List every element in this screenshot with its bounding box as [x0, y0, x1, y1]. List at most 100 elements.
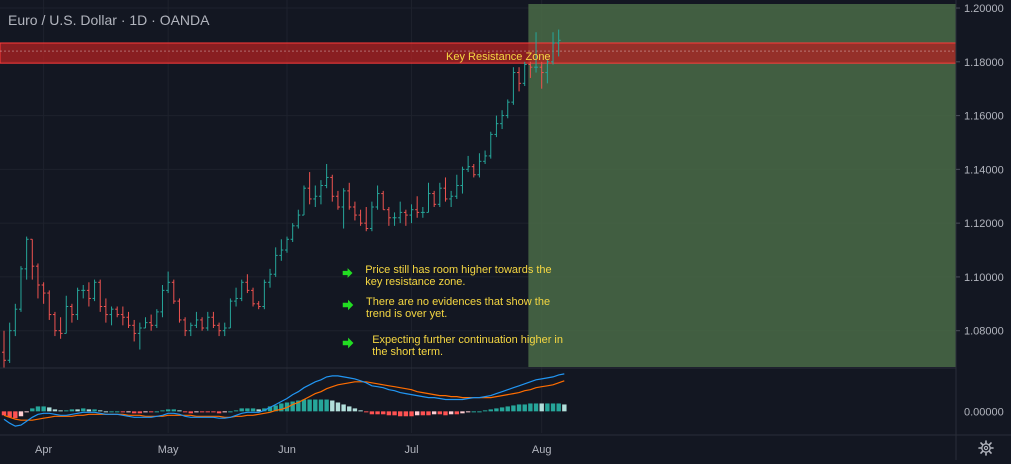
macd-histogram-bar [137, 411, 143, 414]
ohlc-bar [341, 188, 346, 229]
ohlc-bar [369, 201, 374, 232]
ohlc-bar [483, 150, 488, 164]
ohlc-bar [256, 301, 261, 310]
gear-icon[interactable] [978, 440, 994, 456]
ohlc-bar [290, 223, 295, 242]
macd-histogram-bar [1, 411, 7, 416]
macd-histogram-bar [505, 406, 510, 412]
ohlc-bar [183, 317, 188, 337]
ohlc-bar [120, 306, 125, 326]
macd-histogram-bar [58, 410, 63, 412]
y-tick-label: 1.18000 [964, 57, 1004, 69]
ohlc-bar [205, 311, 210, 331]
macd-histogram-bar [126, 411, 131, 413]
macd-histogram-bar [482, 410, 488, 412]
note-2: There are no evidences that show the tre… [342, 296, 568, 320]
ohlc-bar [296, 209, 301, 229]
macd-histogram-bar [494, 408, 499, 412]
macd-histogram-bar [364, 411, 369, 413]
ohlc-bar [126, 311, 131, 329]
ohlc-bar [285, 236, 289, 253]
ohlc-bar [539, 61, 544, 89]
ohlc-bar [18, 266, 23, 312]
macd-histogram-bar [86, 409, 92, 412]
macd-histogram-bar [562, 404, 567, 412]
ohlc-bar [511, 67, 516, 105]
ohlc-bar [188, 322, 193, 337]
ohlc-bar [330, 174, 335, 202]
y-tick-label: 1.08000 [964, 326, 1004, 338]
ohlc-bar [228, 298, 233, 329]
macd-histogram-bar [233, 410, 239, 412]
macd-histogram-bar [143, 411, 148, 413]
macd-histogram-bar [528, 403, 533, 412]
ohlc-bar [52, 311, 57, 337]
ohlc-bar [443, 177, 448, 202]
note-3: Expecting further continuation higher in… [342, 334, 574, 358]
ohlc-bar [92, 279, 97, 302]
ohlc-bar [551, 32, 556, 65]
macd-histogram-bar [165, 409, 171, 412]
macd-histogram-bar [477, 411, 482, 413]
note-1: Price still has room higher towards the … [342, 264, 568, 288]
ohlc-bar [30, 238, 35, 280]
macd-histogram-bar [81, 408, 86, 412]
macd-histogram-bar [171, 409, 176, 412]
ohlc-bar [222, 322, 227, 337]
macd-histogram-bar [392, 411, 397, 416]
ohlc-bar [437, 182, 442, 208]
macd-histogram-bar [426, 411, 431, 416]
macd-histogram-bar [75, 409, 80, 412]
macd-histogram-bar [47, 407, 52, 412]
ohlc-bar [194, 311, 199, 329]
y-tick-label: 1.10000 [964, 272, 1004, 284]
green-arrow-right-icon [342, 268, 353, 278]
projection-box [528, 4, 956, 367]
ohlc-bar [415, 196, 420, 218]
ohlc-bar [358, 209, 363, 226]
macd-pane [0, 367, 956, 427]
note-text: Expecting further continuation higher in… [372, 334, 563, 358]
macd-histogram-bar [35, 406, 41, 412]
macd-histogram-bar [330, 400, 335, 412]
macd-histogram-bar [148, 411, 154, 413]
macd-histogram-bar [358, 410, 363, 412]
ohlc-bar [81, 284, 86, 299]
ohlc-bar [132, 319, 137, 342]
ohlc-bar [211, 311, 216, 329]
macd-histogram-bar [398, 411, 403, 417]
ohlc-bar [69, 303, 74, 323]
macd-histogram-bar [460, 411, 465, 414]
ohlc-bar [149, 314, 154, 331]
ohlc-bar [386, 207, 391, 226]
ohlc-bar [545, 59, 550, 84]
macd-histogram-bar [488, 409, 493, 412]
note-text: There are no evidences that show the tre… [366, 296, 551, 320]
macd-histogram-bar [211, 411, 216, 413]
ohlc-bar [103, 298, 108, 323]
macd-histogram-bar [160, 410, 165, 412]
macd-histogram-bar [24, 411, 29, 413]
macd-histogram-bar [154, 411, 160, 413]
projection-box-rect [528, 4, 956, 367]
symbol-title[interactable]: Euro / U.S. Dollar · 1D · OANDA [8, 12, 210, 28]
ohlc-bar [505, 99, 510, 119]
ohlc-bar [494, 115, 499, 138]
ohlc-bar [392, 212, 397, 226]
macd-histogram-bar [318, 399, 324, 412]
macd-histogram-bar [194, 411, 199, 413]
macd-histogram-bar [403, 411, 409, 417]
macd-histogram-bar [386, 411, 392, 416]
macd-histogram-bar [98, 410, 103, 412]
ohlc-bar [239, 279, 244, 302]
ohlc-bar [301, 185, 306, 216]
y-tick-label: 1.20000 [964, 3, 1004, 15]
macd-histogram-bar [228, 411, 233, 413]
ohlc-bar [409, 204, 414, 224]
ohlc-bar [381, 190, 386, 211]
macd-histogram-bar [448, 411, 454, 415]
macd-histogram-bar [539, 403, 544, 412]
ohlc-bar [143, 317, 148, 329]
ohlc-bar [449, 190, 454, 208]
